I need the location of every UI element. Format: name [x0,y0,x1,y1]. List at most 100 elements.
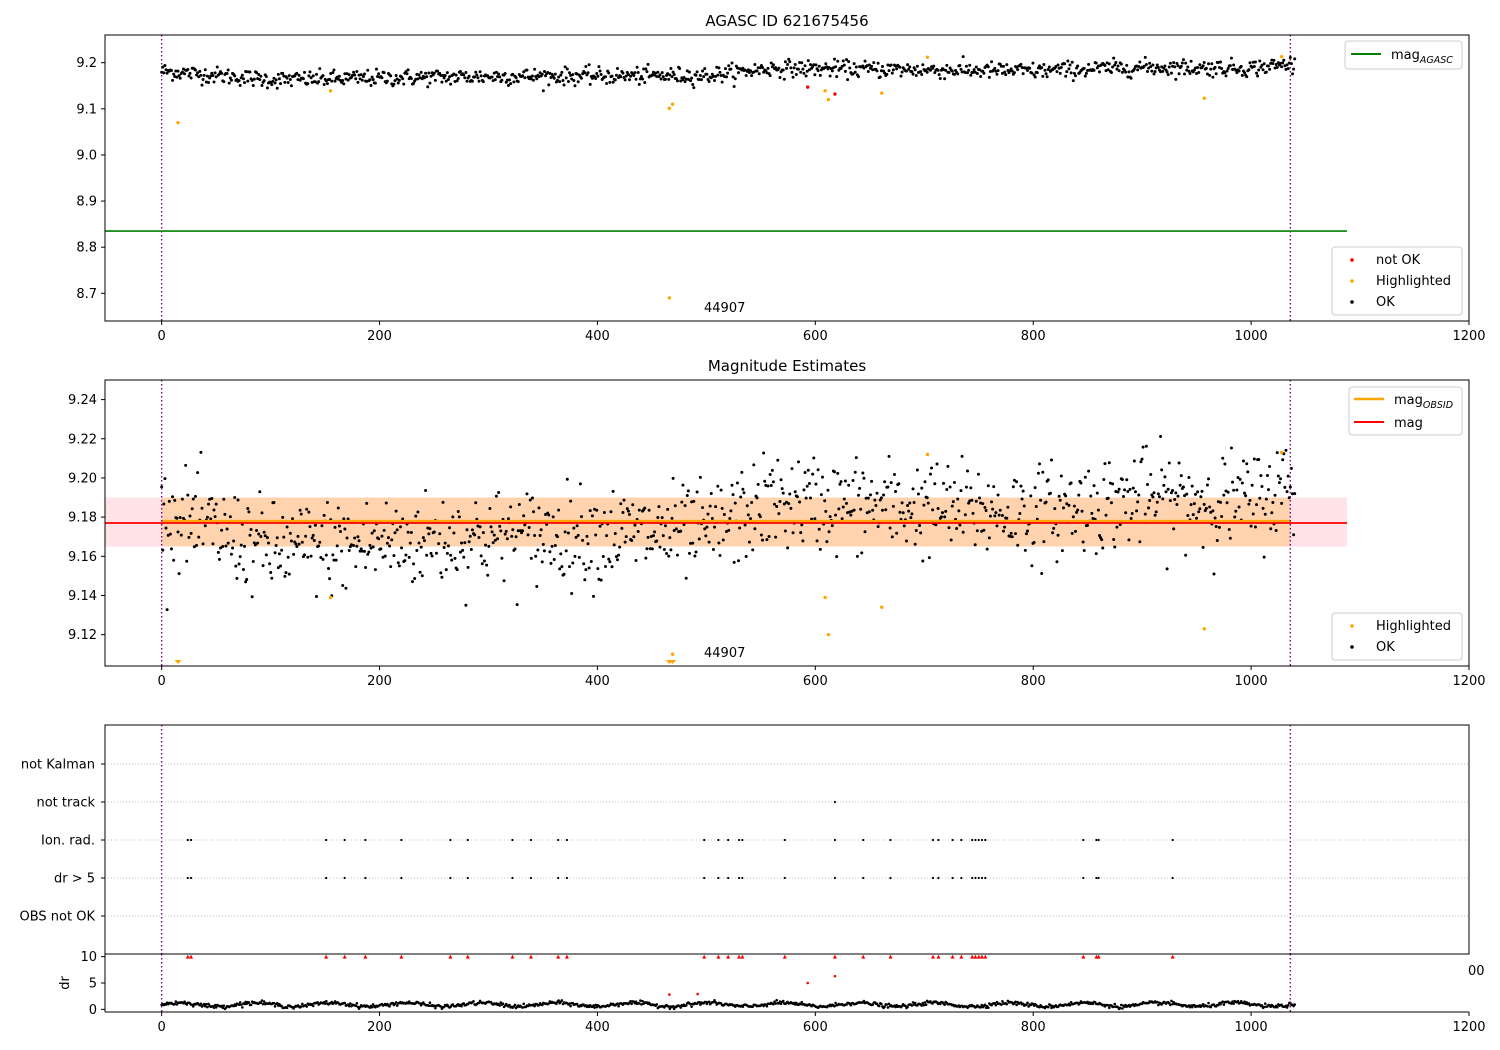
ok-point [263,534,267,538]
ok-point [261,564,265,568]
ok-point [1101,546,1105,550]
ok-point [450,558,454,562]
highlighted-point [328,595,333,600]
ok-point [982,528,986,532]
ok-point [683,80,687,84]
ok-point [367,550,371,554]
ok-point [393,79,397,83]
dr-point [513,1003,517,1007]
ok-point [324,553,328,557]
ok-point [275,86,279,90]
ok-point [264,74,268,78]
highlighted-point [1202,627,1206,631]
ok-point [1023,548,1027,552]
ok-point [936,506,940,510]
ok-point [1030,564,1034,568]
ok-point [751,548,755,552]
ok-point [1262,62,1266,66]
ok-point [769,61,773,65]
flag-point [727,838,730,842]
ok-point [1106,496,1110,500]
ok-point [949,538,953,542]
ok-point [1144,444,1148,448]
ok-point [986,484,990,488]
ok-point [769,483,773,487]
ok-point [707,79,711,83]
ok-point [695,490,699,494]
ok-point [427,71,431,75]
ok-point [430,554,434,558]
ok-point [389,565,393,569]
dr-point [592,1004,595,1007]
ok-point [684,77,688,81]
y-tick-label: 8.9 [76,195,97,210]
ok-point [217,557,221,561]
ok-point [390,538,394,542]
ok-point [562,572,566,576]
ok-point [1119,62,1123,66]
ok-point [1038,64,1042,68]
ok-point [560,565,564,569]
highlighted-point [176,120,180,125]
ok-point [864,496,868,500]
ok-point [497,490,501,494]
ok-point [496,537,500,541]
ok-point [536,548,540,552]
ok-point [297,73,301,77]
ok-point [1042,62,1046,66]
flag-point [529,838,533,842]
ok-point [636,529,640,533]
ok-point [559,552,563,556]
dr-point [575,1002,579,1006]
flag-point [1095,876,1098,880]
ok-point [523,76,527,80]
ok-point [1163,475,1167,479]
ok-point [197,75,201,79]
ok-point [1224,489,1228,493]
flag-point [557,838,560,842]
dr-clipped-marker [861,954,866,959]
legend-label-highlighted: Highlighted [1376,274,1451,289]
ok-point [198,69,202,73]
ok-point [904,539,908,543]
ok-point [486,573,490,577]
ok-point [1000,71,1004,75]
ok-point [548,550,552,554]
x-tick-label: 0 [158,329,166,344]
ok-point [723,67,727,71]
ok-point [1205,72,1209,76]
ok-point [537,506,541,510]
ok-point [444,568,448,572]
ok-point [1274,529,1278,533]
dr-point [1026,1001,1029,1005]
ok-point [859,507,863,511]
ok-point [1041,74,1045,78]
ok-point [576,533,580,537]
ok-point [453,556,457,560]
ok-point [687,551,691,555]
ok-point [969,73,973,77]
ok-point [679,79,683,83]
ok-point [1082,66,1086,70]
ok-point [598,524,602,528]
ok-point [337,524,341,528]
dr-point [1243,1000,1246,1004]
ok-point [1010,69,1014,73]
ok-point [911,72,915,76]
ok-point [253,543,257,547]
dr-clipped-marker [1081,954,1086,959]
ok-point [643,81,647,85]
ok-point [1258,496,1262,500]
dr-point [557,999,560,1002]
ok-point [535,77,539,81]
x-tick-label: 400 [585,329,610,344]
ok-point [481,80,485,84]
ok-point [324,79,328,83]
ok-point [1243,491,1247,495]
ok-point [906,63,910,67]
ok-point [879,496,883,500]
ok-point [1200,489,1204,493]
dr-point [202,1002,206,1006]
ok-point [1268,464,1272,468]
ok-point [743,68,747,72]
